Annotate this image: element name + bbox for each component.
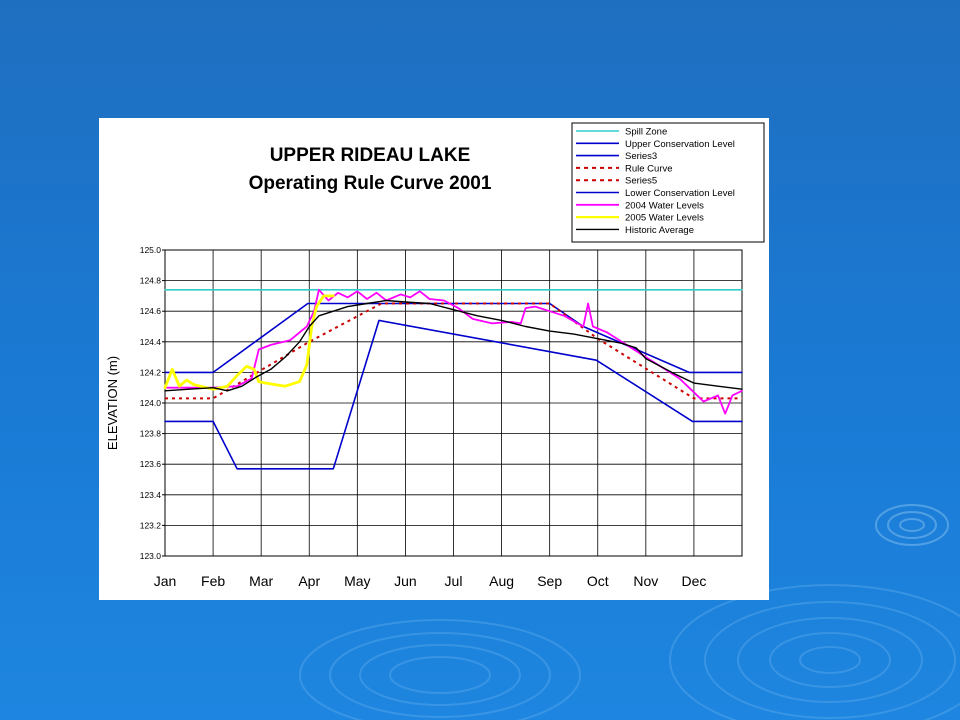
legend-label-rule-curve: Rule Curve (625, 163, 673, 174)
x-tick-label-feb: Feb (201, 573, 225, 589)
x-tick-label-mar: Mar (249, 573, 273, 589)
y-tick-label-6: 123.8 (140, 429, 162, 439)
ripple-decoration-right (669, 584, 960, 720)
series-line-2005-water-levels (163, 294, 335, 391)
x-tick-label-dec: Dec (681, 573, 706, 589)
y-axis-label: ELEVATION (m) (105, 356, 120, 450)
legend-label-series5: Series5 (625, 176, 657, 187)
x-tick-label-jun: Jun (394, 573, 417, 589)
chart-title-line-2: Operating Rule Curve 2001 (249, 173, 492, 194)
gridlines (165, 249, 742, 557)
series-lines (163, 288, 743, 470)
y-tick-label-10: 123.0 (140, 551, 162, 561)
ripple-decoration-small (875, 504, 949, 546)
chart-title-line-1: UPPER RIDEAU LAKE (270, 145, 471, 166)
x-tick-label-apr: Apr (298, 573, 320, 589)
x-tick-labels: Jan Feb Mar Apr May Jun Jul Aug Sep Oct Nov Dec (154, 573, 707, 589)
y-tick-label-8: 123.4 (140, 490, 162, 500)
x-tick-label-sep: Sep (537, 573, 562, 589)
x-tick-label-may: May (344, 573, 370, 589)
y-tick-label-0: 125.0 (140, 245, 162, 255)
series-line-lower-conservation-level (164, 319, 743, 470)
legend-label-2004-water-levels: 2004 Water Levels (625, 200, 704, 211)
legend-label-spill-zone: Spill Zone (625, 127, 667, 138)
series-line-upper-conservation-level (164, 302, 743, 374)
x-tick-label-nov: Nov (633, 573, 658, 589)
series-line-historic-average (164, 299, 743, 392)
y-tick-label-9: 123.2 (140, 520, 162, 530)
y-tick-label-1: 124.8 (140, 276, 162, 286)
legend-label-lower-conservation-level: Lower Conservation Level (625, 188, 735, 199)
y-tick-label-2: 124.6 (140, 306, 162, 316)
y-tick-label-5: 124.0 (140, 398, 162, 408)
x-tick-label-jul: Jul (445, 573, 463, 589)
y-tick-label-4: 124.2 (140, 367, 162, 377)
x-tick-label-aug: Aug (489, 573, 514, 589)
legend-label-historic-average: Historic Average (625, 225, 694, 236)
legend-label-upper-conservation-level: Upper Conservation Level (625, 139, 735, 150)
x-tick-label-oct: Oct (587, 573, 609, 589)
legend-label-2005-water-levels: 2005 Water Levels (625, 213, 704, 224)
y-tick-labels: 125.0 124.8 124.6 124.4 124.2 124.0 123.8 123.6… (140, 245, 165, 561)
y-tick-label-3: 124.4 (140, 337, 162, 347)
y-tick-label-7: 123.6 (140, 459, 162, 469)
legend-label-series3: Series3 (625, 151, 657, 162)
ripple-decoration-left (299, 619, 581, 720)
x-tick-label-jan: Jan (154, 573, 177, 589)
